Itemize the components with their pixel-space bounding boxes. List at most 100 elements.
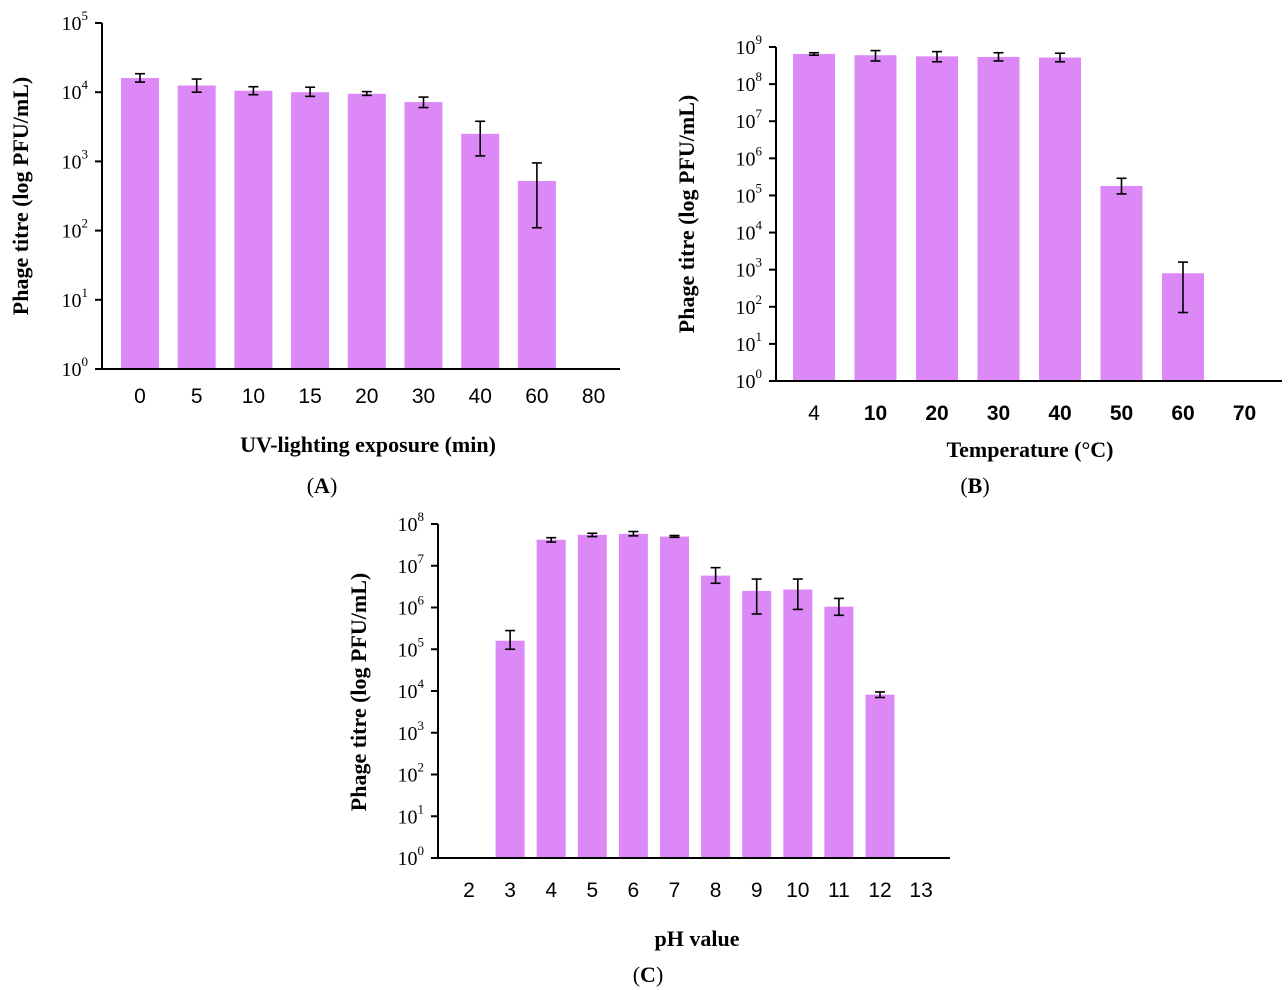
y-tick-label-c: 104 bbox=[398, 676, 425, 703]
panel-label-a: (A) bbox=[307, 473, 338, 498]
x-axis-label-b: Temperature (°C) bbox=[946, 437, 1113, 462]
y-tick-label-c: 105 bbox=[398, 634, 425, 661]
error-bar-c-8 bbox=[710, 566, 721, 585]
bar-c-6 bbox=[618, 533, 648, 858]
y-tick-label-b: 107 bbox=[736, 106, 763, 133]
bar-b-50 bbox=[1100, 185, 1143, 381]
y-tick-label-a: 103 bbox=[62, 146, 89, 173]
error-bar-c-7 bbox=[669, 534, 680, 539]
error-bar-b-50 bbox=[1116, 177, 1127, 195]
x-tick-label-c-12: 12 bbox=[868, 879, 891, 902]
bar-a-20 bbox=[347, 93, 386, 370]
bar-a-15 bbox=[291, 92, 330, 369]
panel-label-c: (C) bbox=[633, 962, 664, 987]
error-bar-a-40 bbox=[475, 120, 486, 157]
x-tick-label-a-30: 30 bbox=[412, 385, 435, 408]
bar-c-4 bbox=[536, 539, 566, 858]
bar-b-4 bbox=[793, 53, 835, 381]
y-axis-label-a: Phage titre (log PFU/mL) bbox=[8, 77, 33, 315]
x-tick-label-b-10: 10 bbox=[864, 402, 887, 425]
bar-c-7 bbox=[660, 536, 689, 858]
error-bar-b-60 bbox=[1178, 261, 1188, 314]
error-bar-b-40 bbox=[1055, 52, 1065, 63]
bar-c-5 bbox=[577, 534, 607, 858]
error-bar-a-10 bbox=[248, 85, 259, 96]
error-bar-c-5 bbox=[587, 532, 598, 538]
y-tick-label-a: 102 bbox=[62, 216, 89, 243]
error-bar-c-11 bbox=[833, 597, 844, 617]
y-tick-label-b: 105 bbox=[736, 180, 763, 207]
y-tick-label-b: 100 bbox=[736, 366, 763, 393]
error-bar-c-12 bbox=[875, 691, 885, 699]
x-tick-label-b-20: 20 bbox=[925, 402, 948, 425]
bar-c-11 bbox=[824, 606, 854, 858]
bar-c-3 bbox=[495, 640, 525, 858]
bar-a-30 bbox=[404, 102, 443, 369]
x-tick-label-b-50: 50 bbox=[1110, 402, 1133, 425]
x-tick-label-b-30: 30 bbox=[987, 402, 1010, 425]
x-tick-label-a-60: 60 bbox=[525, 385, 548, 408]
x-axis-label-a: UV-lighting exposure (min) bbox=[240, 432, 496, 457]
y-tick-label-c: 101 bbox=[398, 801, 425, 828]
bar-a-10 bbox=[234, 90, 273, 369]
x-tick-label-a-0: 0 bbox=[134, 385, 146, 408]
bar-c-12 bbox=[865, 694, 895, 858]
error-bar-c-10 bbox=[792, 578, 803, 611]
x-tick-label-a-40: 40 bbox=[469, 385, 492, 408]
error-bar-a-60 bbox=[531, 162, 542, 229]
x-tick-label-c-13: 13 bbox=[909, 879, 932, 902]
bar-c-10 bbox=[783, 589, 813, 858]
y-tick-label-b: 109 bbox=[736, 32, 763, 59]
x-tick-label-c-4: 4 bbox=[545, 879, 557, 902]
error-bar-c-6 bbox=[628, 530, 639, 537]
y-tick-label-c: 102 bbox=[398, 760, 425, 787]
y-tick-label-a: 105 bbox=[62, 8, 89, 35]
y-tick-label-c: 106 bbox=[398, 593, 425, 620]
x-tick-label-a-5: 5 bbox=[191, 385, 203, 408]
x-tick-label-c-8: 8 bbox=[710, 879, 722, 902]
bar-c-9 bbox=[742, 590, 772, 858]
bar-a-5 bbox=[177, 85, 216, 369]
y-axis-label-c: Phage titre (log PFU/mL) bbox=[346, 573, 371, 811]
x-tick-label-c-6: 6 bbox=[628, 879, 640, 902]
x-tick-label-c-2: 2 bbox=[463, 879, 475, 902]
x-tick-label-b-40: 40 bbox=[1048, 402, 1071, 425]
x-tick-label-b-70: 70 bbox=[1233, 402, 1256, 425]
x-tick-label-c-3: 3 bbox=[504, 879, 516, 902]
y-tick-label-c: 103 bbox=[398, 718, 425, 745]
error-bar-b-4 bbox=[809, 51, 819, 57]
y-tick-label-b: 104 bbox=[736, 218, 763, 245]
y-tick-label-a: 104 bbox=[62, 77, 89, 104]
x-tick-label-c-10: 10 bbox=[786, 879, 809, 902]
error-bar-c-4 bbox=[546, 536, 557, 543]
bar-c-8 bbox=[701, 575, 731, 858]
error-bar-b-20 bbox=[932, 50, 942, 63]
y-tick-label-c: 107 bbox=[398, 551, 425, 578]
x-tick-label-c-7: 7 bbox=[669, 879, 681, 902]
y-axis-label-b: Phage titre (log PFU/mL) bbox=[674, 95, 699, 333]
x-tick-label-a-20: 20 bbox=[355, 385, 378, 408]
y-tick-label-b: 102 bbox=[736, 292, 763, 319]
y-tick-label-b: 106 bbox=[736, 143, 763, 170]
x-tick-label-c-9: 9 bbox=[751, 879, 763, 902]
error-bar-b-30 bbox=[993, 51, 1004, 62]
x-tick-label-a-10: 10 bbox=[242, 385, 265, 408]
y-tick-label-c: 100 bbox=[398, 843, 425, 870]
bar-b-30 bbox=[977, 56, 1020, 382]
bar-b-20 bbox=[916, 56, 958, 381]
y-tick-label-a: 101 bbox=[62, 285, 89, 312]
error-bar-a-30 bbox=[418, 96, 429, 109]
bar-b-10 bbox=[854, 55, 897, 381]
error-bar-a-0 bbox=[135, 72, 145, 83]
bar-a-0 bbox=[121, 78, 159, 370]
x-tick-label-c-11: 11 bbox=[828, 879, 850, 902]
error-bar-c-9 bbox=[751, 578, 762, 615]
error-bar-c-3 bbox=[505, 629, 516, 651]
error-bar-a-20 bbox=[361, 90, 372, 97]
y-tick-label-c: 108 bbox=[398, 509, 425, 536]
x-tick-label-b-60: 60 bbox=[1171, 402, 1194, 425]
panel-label-b: (B) bbox=[960, 473, 989, 498]
